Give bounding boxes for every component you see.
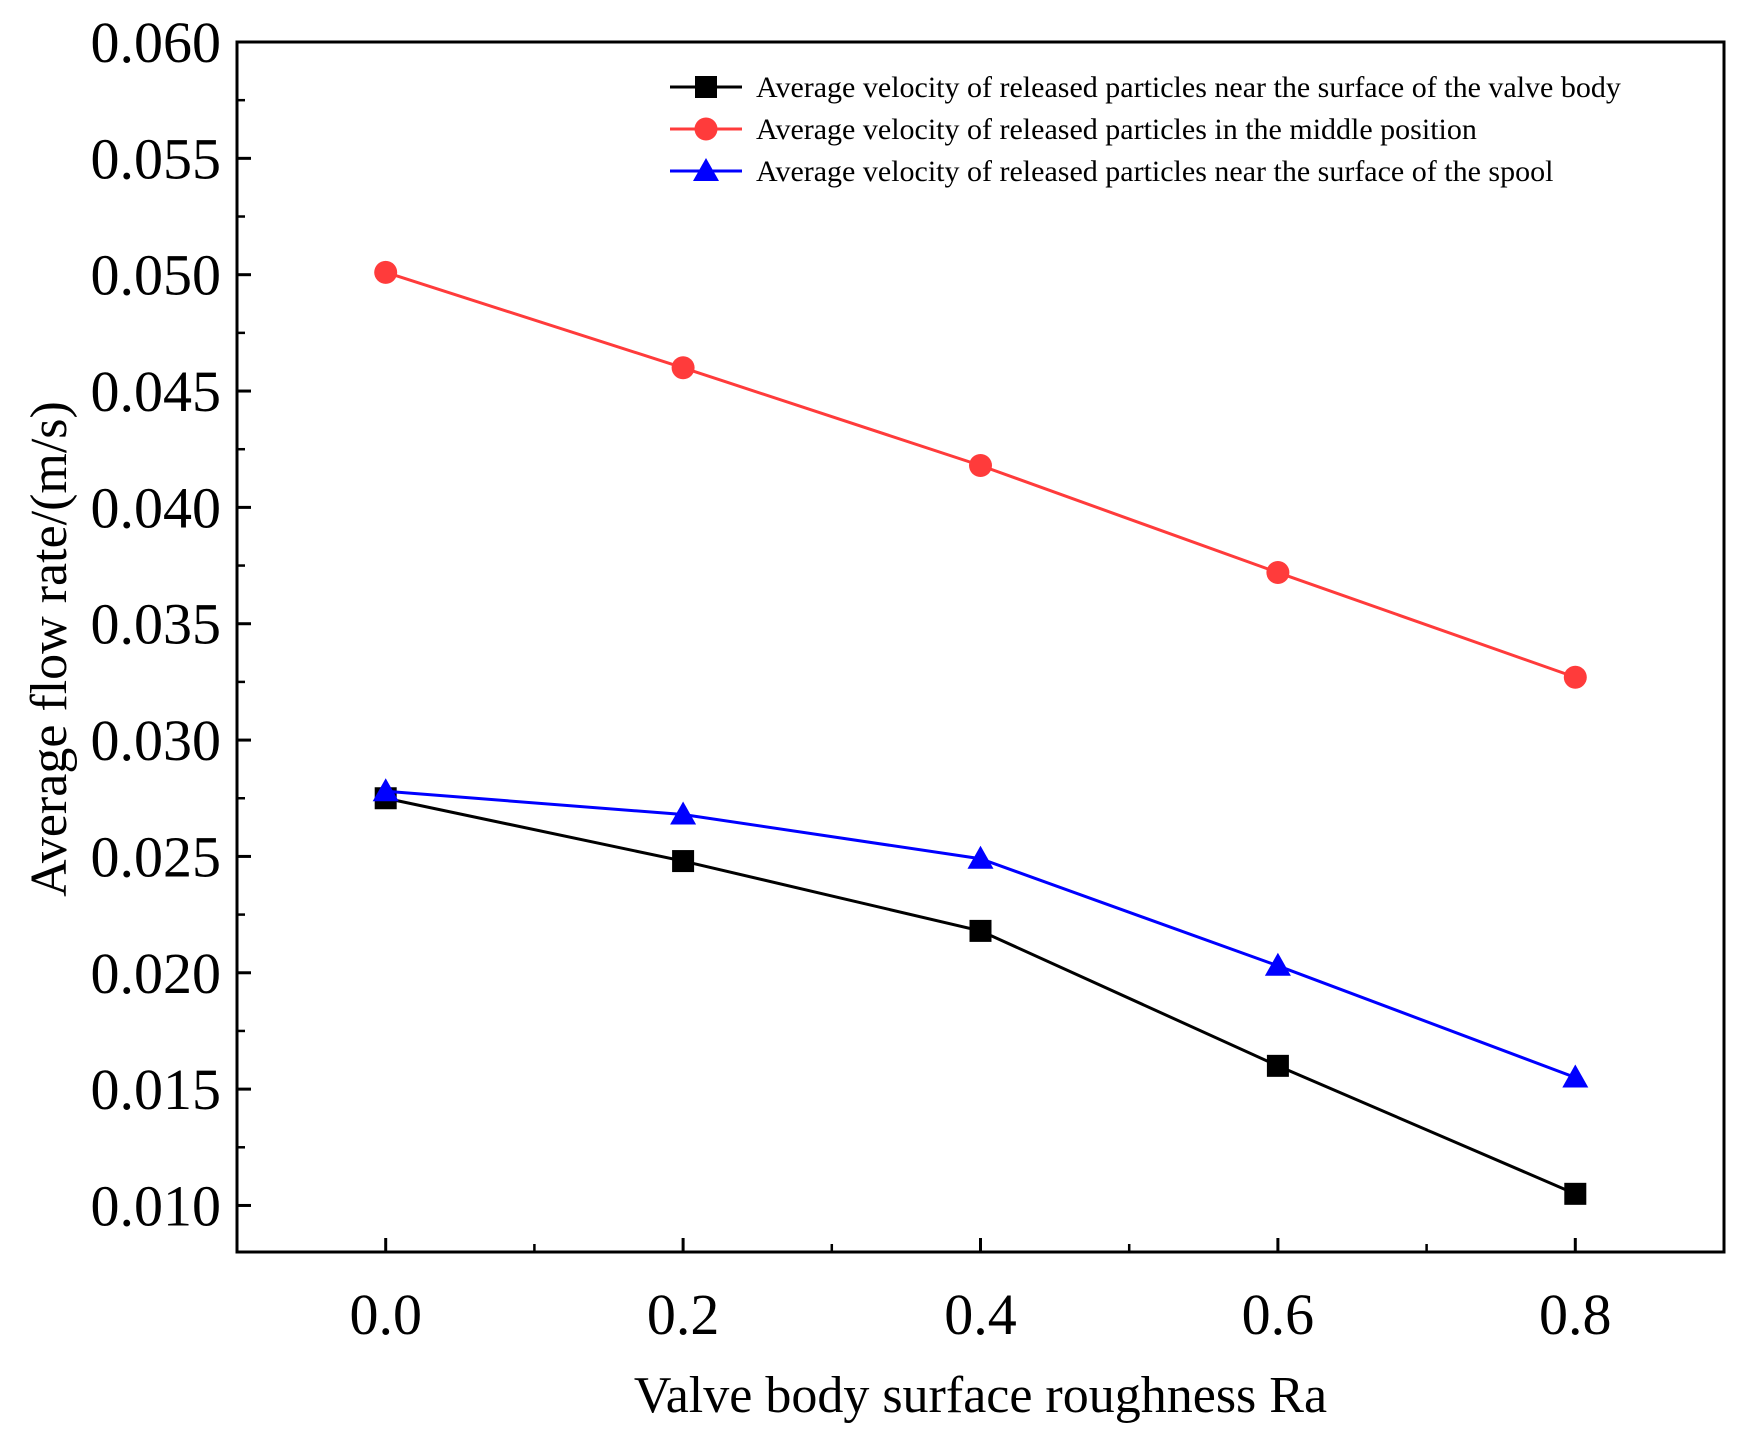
axes-group: 0.010 0.015 0.020 0.025 0.030 0.035 0.040 0.045… — [91, 10, 1726, 1347]
data-point — [670, 801, 697, 825]
y-tick-label: 0.060 — [91, 10, 222, 75]
data-point — [1266, 561, 1290, 585]
y-tick-label: 0.010 — [91, 1173, 222, 1238]
data-point — [1266, 1054, 1289, 1077]
legend-label: Average velocity of released particles n… — [756, 71, 1621, 104]
legend-item: Average velocity of released particles n… — [670, 155, 1553, 188]
series-3 — [372, 778, 1589, 1088]
data-point — [969, 454, 992, 477]
x-tick-label: 0.2 — [647, 1282, 720, 1347]
y-tick-label: 0.020 — [91, 941, 222, 1006]
y-tick-label: 0.045 — [91, 359, 222, 424]
y-tick-label: 0.015 — [91, 1057, 222, 1122]
x-tick-label: 0.6 — [1242, 1282, 1315, 1347]
data-point — [372, 778, 399, 802]
y-tick-label: 0.030 — [91, 708, 222, 773]
series-group — [372, 260, 1589, 1205]
legend-label: Average velocity of released particles n… — [756, 155, 1553, 188]
y-tick-label: 0.035 — [91, 592, 222, 657]
y-tick-label: 0.025 — [91, 824, 222, 889]
data-point — [1563, 665, 1587, 689]
legend-item: Average velocity of released particles n… — [670, 71, 1621, 104]
data-point — [969, 919, 992, 942]
legend-swatch-marker — [694, 117, 718, 141]
legend-label: Average velocity of released particles i… — [756, 113, 1477, 146]
data-point — [374, 260, 398, 284]
data-point — [967, 845, 994, 869]
data-point — [671, 356, 695, 380]
data-point — [672, 850, 695, 873]
data-point — [1562, 1064, 1589, 1088]
x-tick-label: 0.0 — [349, 1282, 422, 1347]
y-axis-title: Average flow rate/(m/s) — [21, 401, 78, 897]
data-point — [1564, 1182, 1587, 1205]
series-2 — [374, 260, 1587, 689]
y-tick-label: 0.050 — [91, 243, 222, 308]
x-axis-title: Valve body surface roughness Ra — [634, 1367, 1327, 1424]
y-tick-label: 0.040 — [91, 475, 222, 540]
data-point — [1264, 952, 1291, 976]
x-tick-label: 0.4 — [944, 1282, 1017, 1347]
x-tick-label: 0.8 — [1539, 1282, 1612, 1347]
y-tick-label: 0.055 — [91, 126, 222, 191]
series-1 — [374, 787, 1587, 1205]
legend-item: Average velocity of released particles i… — [670, 113, 1477, 146]
legend-swatch-marker — [693, 158, 719, 181]
legend: Average velocity of released particles n… — [670, 71, 1621, 188]
legend-swatch-marker — [695, 76, 717, 98]
